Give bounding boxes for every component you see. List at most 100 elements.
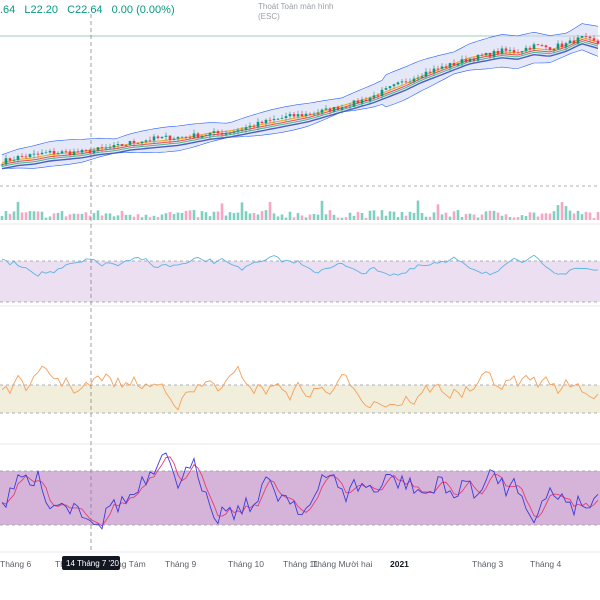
- volume-bar: [260, 211, 264, 220]
- volume-bar: [112, 216, 116, 220]
- candle-body: [196, 133, 200, 138]
- candle-body: [220, 133, 224, 135]
- candle-body: [456, 63, 460, 66]
- volume-bar: [44, 217, 48, 220]
- candle-body: [204, 135, 208, 137]
- volume-bar: [292, 217, 296, 220]
- candle-body: [140, 141, 144, 144]
- candle-body: [368, 97, 372, 102]
- candle-body: [500, 48, 504, 54]
- volume-bar: [176, 212, 180, 220]
- candle-body: [40, 152, 44, 155]
- volume-bar: [544, 213, 548, 220]
- candle-body: [280, 117, 284, 119]
- volume-bar: [284, 217, 288, 220]
- candle-body: [92, 150, 96, 154]
- candle-body: [80, 149, 84, 153]
- candle-body: [36, 153, 40, 155]
- volume-bar: [204, 212, 208, 220]
- volume-bar: [336, 217, 340, 220]
- x-tick-label: 2021: [390, 559, 409, 569]
- candle-body: [324, 108, 328, 110]
- volume-bar: [96, 210, 100, 220]
- candle-body: [464, 59, 468, 63]
- volume-bar: [184, 210, 188, 220]
- volume-bar: [224, 215, 228, 220]
- candle-body: [148, 140, 152, 142]
- volume-bar: [368, 210, 372, 220]
- candle-body: [428, 71, 432, 73]
- volume-bar: [56, 212, 60, 220]
- volume-bar: [92, 213, 96, 220]
- candle-body: [560, 43, 564, 48]
- volume-bar: [232, 213, 236, 220]
- volume-bar: [208, 216, 212, 220]
- candle-body: [52, 150, 56, 154]
- x-tick-label: ng Tám: [117, 559, 146, 569]
- bollinger-lower: [1, 49, 599, 169]
- open-value: .64: [0, 4, 16, 16]
- ma-green: [1, 40, 599, 167]
- volume-bar: [188, 210, 192, 220]
- candle-body: [100, 147, 104, 149]
- volume-bar: [316, 214, 320, 220]
- candle-body: [568, 40, 572, 44]
- candle-body: [96, 147, 100, 151]
- candle-body: [520, 51, 524, 53]
- candle-body: [532, 44, 536, 50]
- candle-body: [164, 135, 168, 137]
- candle-body: [76, 151, 80, 153]
- volume-bar: [80, 214, 84, 220]
- volume-panel: [0, 200, 600, 220]
- candle-body: [264, 119, 268, 124]
- volume-bar: [160, 214, 164, 220]
- volume-bar: [340, 217, 344, 220]
- candle-body: [404, 81, 408, 83]
- candle-body: [552, 48, 556, 51]
- candle-body: [200, 135, 204, 138]
- candle-body: [544, 45, 548, 48]
- candle-body: [24, 156, 28, 158]
- volume-bar: [548, 213, 552, 220]
- candle-body: [224, 132, 228, 135]
- volume-bar: [148, 217, 152, 220]
- volume-bar: [396, 217, 400, 220]
- candle-body: [316, 112, 320, 114]
- candle-body: [160, 136, 164, 139]
- rsi-line: [1, 254, 599, 277]
- candle-body: [496, 50, 500, 54]
- volume-bar: [476, 217, 480, 220]
- ma-red: [1, 38, 599, 165]
- candle-body: [68, 151, 72, 155]
- candle-body: [548, 47, 552, 51]
- volume-bar: [40, 211, 44, 220]
- candle-body: [320, 109, 324, 113]
- candle-body: [392, 84, 396, 87]
- volume-bar: [152, 215, 156, 220]
- candle-body: [0, 164, 4, 166]
- volume-bar: [288, 211, 292, 220]
- volume-bar: [596, 211, 600, 220]
- candle-body: [228, 132, 232, 134]
- volume-bar: [404, 215, 408, 220]
- exit-fullscreen-tooltip[interactable]: Thoát Toàn màn hình (ESC): [258, 2, 333, 22]
- volume-bar: [344, 217, 348, 220]
- volume-bar: [308, 214, 312, 220]
- candle-body: [540, 45, 544, 46]
- candle-body: [556, 43, 560, 49]
- candle-body: [420, 76, 424, 78]
- volume-bar: [116, 215, 120, 220]
- volume-bar: [32, 211, 36, 220]
- bollinger-upper: [1, 23, 599, 155]
- volume-bar: [580, 214, 584, 220]
- candle-body: [72, 151, 76, 155]
- volume-bar: [88, 215, 92, 220]
- candle-body: [292, 114, 296, 117]
- candle-body: [312, 113, 316, 115]
- mfi-band: [0, 385, 600, 413]
- volume-bar: [352, 215, 356, 220]
- volume-bar: [416, 200, 420, 220]
- volume-bar: [444, 212, 448, 220]
- crosshair-date-tag: 14 Tháng 7 '20: [62, 556, 120, 570]
